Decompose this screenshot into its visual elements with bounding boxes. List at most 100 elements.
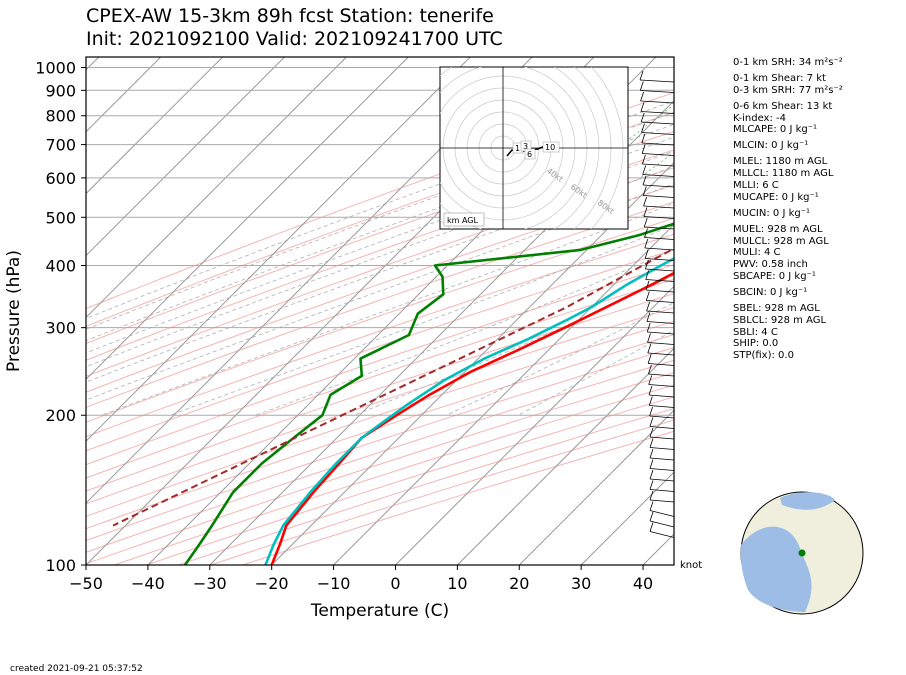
wind-barb — [645, 258, 675, 261]
isotherm — [86, 57, 223, 195]
wind-barb — [649, 520, 675, 528]
stability-index: MLCIN: 0 J kg⁻¹ — [733, 140, 809, 152]
wind-barb — [642, 163, 675, 167]
y-tick-label: 1000 — [35, 59, 76, 78]
moist-adiabat — [170, 224, 674, 416]
stability-index: MLEL: 1180 m AGL — [733, 156, 828, 168]
wind-barb-unit-label: knot — [680, 560, 703, 571]
stability-index: MUCIN: 0 J kg⁻¹ — [733, 207, 811, 219]
wind-barb — [648, 394, 675, 398]
wind-barb — [646, 310, 675, 314]
wind-barb-flag — [649, 501, 654, 511]
y-tick-label: 800 — [45, 107, 76, 126]
wind-barb — [644, 226, 675, 230]
wind-barb-flag — [649, 417, 654, 427]
isotherm — [86, 57, 285, 257]
wind-barb — [648, 363, 675, 366]
wind-barb-flag — [646, 301, 650, 312]
dry-adiabat — [86, 233, 674, 438]
wind-barb — [641, 121, 675, 125]
dry-adiabat — [86, 264, 674, 466]
isotherm — [271, 161, 674, 565]
wind-barb-flag — [649, 522, 654, 532]
x-tick-label: −50 — [69, 574, 103, 593]
stability-index: MLLCL: 1180 m AGL — [733, 168, 834, 180]
wind-barb-flag — [649, 448, 654, 459]
isotherm — [209, 100, 674, 565]
x-axis-label: Temperature (C) — [310, 601, 449, 621]
wind-barb — [648, 384, 675, 387]
mixing-ratio-line — [902, 68, 906, 178]
wind-barb — [644, 247, 675, 251]
stability-index: SHIP: 0.0 — [733, 338, 779, 350]
wind-barb-flag — [641, 144, 646, 154]
wind-barb — [649, 405, 675, 408]
wind-barb — [640, 100, 675, 104]
dry-adiabat — [86, 307, 674, 505]
y-tick-label: 600 — [45, 169, 76, 188]
wind-barb — [649, 447, 675, 450]
x-tick-label: −20 — [255, 574, 289, 593]
x-tick-label: 10 — [447, 574, 467, 593]
wind-barb — [640, 111, 675, 114]
x-tick-label: 20 — [509, 574, 529, 593]
wind-barb-flag — [646, 312, 651, 322]
stability-index: 0-1 km SRH: 34 m²s⁻² — [733, 57, 843, 68]
wind-barb — [646, 321, 675, 324]
wind-barb — [645, 279, 675, 282]
wind-barb-flag — [649, 438, 654, 448]
wind-barb — [649, 510, 675, 517]
hodograph-height-box — [542, 141, 560, 153]
wind-barb-flag — [648, 396, 653, 406]
stability-index: MUCAPE: 0 J kg⁻¹ — [733, 191, 819, 203]
wind-barb-flag — [640, 91, 644, 102]
wind-barb-flag — [647, 333, 651, 343]
y-tick-label: 300 — [45, 319, 76, 338]
wind-barb-flag — [645, 259, 649, 270]
wind-barb-flag — [642, 154, 646, 165]
y-tick-label: 100 — [45, 556, 76, 575]
wind-barb-flag — [649, 511, 654, 522]
parcel-profile — [112, 247, 674, 527]
wind-barb — [644, 237, 675, 240]
dry-adiabat — [86, 201, 674, 408]
isotherm — [86, 57, 347, 319]
x-tick-label: −10 — [317, 574, 351, 593]
y-tick-label: 700 — [45, 136, 76, 155]
wind-barb-flag — [643, 217, 648, 228]
isotherm — [86, 57, 162, 133]
isotherm — [457, 347, 674, 565]
dry-adiabat — [86, 184, 674, 393]
hodograph-height-label: 6 — [527, 150, 532, 159]
stability-index: SBCIN: 0 J kg⁻¹ — [733, 287, 808, 298]
wind-barb — [643, 216, 675, 219]
wind-barb — [643, 205, 675, 209]
wind-barb — [642, 184, 675, 188]
wind-barb — [649, 489, 675, 492]
hodograph-km-box — [443, 212, 485, 227]
isotherm — [86, 57, 409, 381]
hodograph-height-label: 3 — [523, 142, 528, 151]
wind-barb — [649, 531, 675, 538]
wind-barb — [645, 289, 675, 293]
globe-ocean — [780, 492, 835, 510]
x-tick-label: −40 — [131, 574, 165, 593]
wind-barb — [641, 132, 675, 135]
isotherm — [518, 409, 674, 565]
wind-barb-flag — [644, 228, 648, 238]
wind-barb — [646, 300, 675, 303]
moist-adiabat — [86, 150, 674, 368]
wind-barb-flag — [645, 280, 650, 291]
wind-barb-flag — [648, 385, 653, 396]
stability-index: MULI: 4 C — [733, 247, 781, 259]
wind-barb — [643, 195, 675, 198]
stability-index: SBCAPE: 0 J kg⁻¹ — [733, 271, 816, 282]
wind-barb-flag — [643, 207, 648, 217]
dry-adiabat — [86, 334, 674, 530]
y-tick-label: 500 — [45, 208, 76, 227]
isotherm — [333, 223, 674, 565]
dry-adiabat — [86, 217, 674, 423]
wind-barb — [649, 457, 675, 461]
wind-barb-flag — [649, 406, 653, 417]
y-axis-label: Pressure (hPa) — [4, 250, 24, 372]
